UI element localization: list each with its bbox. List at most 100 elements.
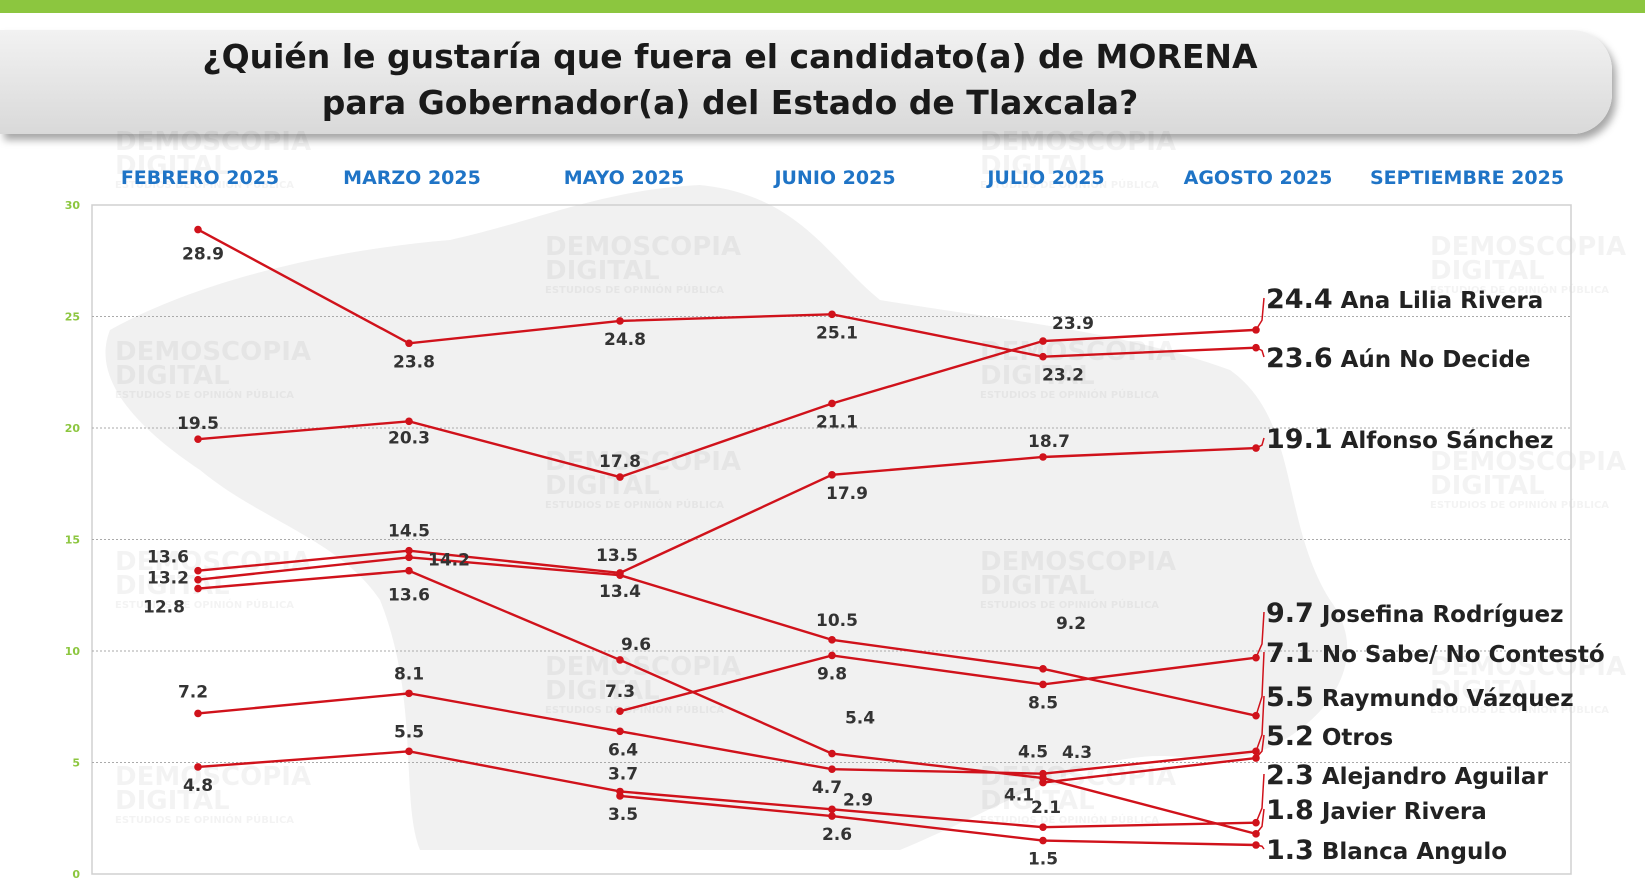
series-name: Josefina Rodríguez <box>1320 602 1564 628</box>
data-point <box>1039 680 1047 689</box>
final-value: 24.4 <box>1266 284 1333 315</box>
watermark-logo: DEMOSCOPIADIGITALESTUDIOS DE OPINIÓN PÚB… <box>545 447 741 511</box>
data-point <box>616 727 624 736</box>
data-label: 12.8 <box>143 598 185 618</box>
data-point <box>828 651 836 660</box>
watermark-logo: DEMOSCOPIADIGITALESTUDIOS DE OPINIÓN PÚB… <box>980 127 1176 191</box>
watermark-logo: DEMOSCOPIADIGITALESTUDIOS DE OPINIÓN PÚB… <box>115 127 311 191</box>
data-point <box>405 747 413 756</box>
data-point <box>194 763 202 771</box>
final-value: 5.5 <box>1266 682 1314 713</box>
data-label: 4.8 <box>183 776 213 796</box>
column-header: AGOSTO 2025 <box>1184 167 1333 189</box>
svg-text:DIGITAL: DIGITAL <box>545 471 660 501</box>
svg-text:DEMOSCOPIA: DEMOSCOPIA <box>545 652 741 682</box>
top-accent-bar <box>0 0 1645 13</box>
svg-text:DIGITAL: DIGITAL <box>1430 471 1545 501</box>
series-end-label: 5.5 Raymundo Vázquez <box>1266 682 1574 713</box>
data-point <box>1039 337 1047 345</box>
svg-text:ESTUDIOS DE OPINIÓN PÚBLICA: ESTUDIOS DE OPINIÓN PÚBLICA <box>545 498 724 511</box>
y-tick-label: 0 <box>72 868 80 881</box>
svg-text:DIGITAL: DIGITAL <box>980 571 1095 601</box>
data-label: 9.6 <box>621 635 651 655</box>
svg-text:ESTUDIOS DE OPINIÓN PÚBLICA: ESTUDIOS DE OPINIÓN PÚBLICA <box>1430 283 1609 296</box>
data-point <box>828 812 836 820</box>
data-point <box>616 656 624 664</box>
svg-text:ESTUDIOS DE OPINIÓN PÚBLICA: ESTUDIOS DE OPINIÓN PÚBLICA <box>980 813 1159 826</box>
data-point <box>1039 836 1047 845</box>
title-banner <box>0 30 1612 134</box>
watermark-logo: DEMOSCOPIADIGITALESTUDIOS DE OPINIÓN PÚB… <box>1430 447 1626 511</box>
column-header: FEBRERO 2025 <box>121 167 279 189</box>
data-point <box>616 707 624 716</box>
column-header: MARZO 2025 <box>343 167 481 189</box>
data-label: 5.4 <box>845 709 875 729</box>
svg-text:ESTUDIOS DE OPINIÓN PÚBLICA: ESTUDIOS DE OPINIÓN PÚBLICA <box>1430 703 1609 716</box>
series-line <box>1042 756 1257 784</box>
series-line <box>619 654 1257 713</box>
data-point <box>828 310 836 319</box>
y-tick-label: 30 <box>65 199 81 212</box>
data-label: 3.5 <box>608 805 638 825</box>
data-label: 19.5 <box>177 414 219 434</box>
svg-text:ESTUDIOS DE OPINIÓN PÚBLICA: ESTUDIOS DE OPINIÓN PÚBLICA <box>115 813 294 826</box>
svg-text:DEMOSCOPIA: DEMOSCOPIA <box>1430 232 1626 262</box>
data-label: 2.9 <box>843 790 873 810</box>
series-name: No Sabe/ No Contestó <box>1322 642 1605 668</box>
data-point <box>194 225 202 234</box>
data-label: 25.1 <box>816 323 858 343</box>
series-name: Blanca Angulo <box>1322 839 1507 865</box>
data-label: 8.1 <box>394 664 424 684</box>
data-point <box>828 765 836 773</box>
column-header: MAYO 2025 <box>564 167 685 189</box>
data-label: 24.8 <box>604 330 646 350</box>
series-end-label: 7.1 No Sabe/ No Contestó <box>1266 638 1605 669</box>
leader-line <box>1255 347 1265 358</box>
final-value: 1.8 <box>1266 795 1314 826</box>
svg-text:DIGITAL: DIGITAL <box>115 571 230 601</box>
svg-text:DIGITAL: DIGITAL <box>1430 676 1545 706</box>
data-label: 13.6 <box>388 586 430 606</box>
svg-text:ESTUDIOS DE OPINIÓN PÚBLICA: ESTUDIOS DE OPINIÓN PÚBLICA <box>1430 498 1609 511</box>
series-end-label: 2.3 Alejandro Aguilar <box>1266 760 1548 791</box>
data-point <box>616 317 624 325</box>
watermark-logo: DEMOSCOPIADIGITALESTUDIOS DE OPINIÓN PÚB… <box>545 232 741 296</box>
data-point <box>616 473 624 481</box>
svg-text:DIGITAL: DIGITAL <box>980 361 1095 391</box>
svg-text:DIGITAL: DIGITAL <box>980 786 1095 816</box>
svg-text:DEMOSCOPIA: DEMOSCOPIA <box>980 547 1176 577</box>
svg-text:DEMOSCOPIA: DEMOSCOPIA <box>980 127 1176 157</box>
column-header: SEPTIEMBRE 2025 <box>1370 167 1564 189</box>
data-point <box>194 584 202 593</box>
svg-text:DEMOSCOPIA: DEMOSCOPIA <box>1430 447 1626 477</box>
data-label: 3.7 <box>608 764 638 784</box>
final-value: 23.6 <box>1266 343 1333 374</box>
data-label: 4.5 <box>1018 743 1048 763</box>
data-point <box>405 339 413 348</box>
series-line <box>197 328 1257 479</box>
data-label: 23.2 <box>1042 366 1084 386</box>
svg-text:ESTUDIOS DE OPINIÓN PÚBLICA: ESTUDIOS DE OPINIÓN PÚBLICA <box>980 178 1159 191</box>
series-end-label: 1.8 Javier Rivera <box>1266 795 1487 826</box>
data-label: 9.8 <box>817 664 847 684</box>
svg-text:ESTUDIOS DE OPINIÓN PÚBLICA: ESTUDIOS DE OPINIÓN PÚBLICA <box>980 388 1159 401</box>
data-label: 28.9 <box>182 245 224 265</box>
data-point <box>194 709 202 718</box>
y-tick-label: 5 <box>72 757 80 770</box>
watermark-logo: DEMOSCOPIADIGITALESTUDIOS DE OPINIÓN PÚB… <box>115 337 311 401</box>
series-name: Ana Lilia Rivera <box>1341 288 1544 314</box>
data-point <box>194 575 202 584</box>
svg-text:ESTUDIOS DE OPINIÓN PÚBLICA: ESTUDIOS DE OPINIÓN PÚBLICA <box>545 703 724 716</box>
watermark-logo: DEMOSCOPIADIGITALESTUDIOS DE OPINIÓN PÚB… <box>545 652 741 716</box>
data-label: 17.9 <box>826 484 868 504</box>
series-name: Alejandro Aguilar <box>1322 764 1549 790</box>
data-point <box>828 471 836 479</box>
data-label: 2.6 <box>822 825 852 845</box>
series-name: Aún No Decide <box>1341 347 1531 373</box>
leader-line <box>1255 611 1265 658</box>
watermark-logo: DEMOSCOPIADIGITALESTUDIOS DE OPINIÓN PÚB… <box>980 547 1176 611</box>
data-label: 5.5 <box>394 722 424 742</box>
svg-text:DEMOSCOPIA: DEMOSCOPIA <box>115 337 311 367</box>
data-label: 14.5 <box>388 522 430 542</box>
